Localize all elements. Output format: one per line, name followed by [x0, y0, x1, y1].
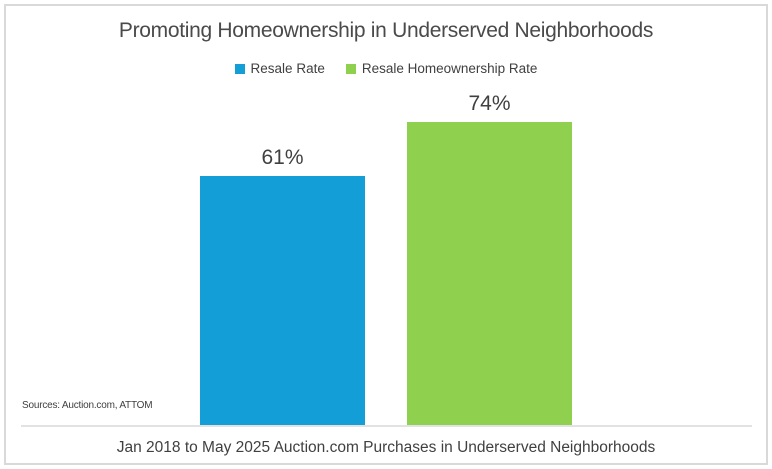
legend: Resale Rate Resale Homeownership Rate	[0, 61, 772, 76]
data-label-resale-homeownership-rate: 74%	[468, 92, 511, 115]
x-axis-line	[21, 425, 752, 427]
legend-label-resale-homeownership-rate: Resale Homeownership Rate	[361, 61, 538, 76]
legend-label-resale-rate: Resale Rate	[250, 61, 325, 76]
data-label-resale-rate: 61%	[261, 146, 304, 169]
source-note: Sources: Auction.com, ATTOM	[22, 400, 153, 411]
bar-resale-homeownership-rate: 74%	[407, 92, 572, 425]
legend-item-resale-rate: Resale Rate	[234, 61, 325, 76]
legend-swatch-green-icon	[345, 63, 356, 74]
bar-resale-rate: 61%	[200, 146, 365, 425]
legend-swatch-blue-icon	[234, 63, 245, 74]
chart-title: Promoting Homeownership in Underserved N…	[118, 19, 654, 42]
axis-caption: Jan 2018 to May 2025 Auction.com Purchas…	[116, 439, 656, 456]
legend-item-resale-homeownership-rate: Resale Homeownership Rate	[345, 61, 538, 76]
